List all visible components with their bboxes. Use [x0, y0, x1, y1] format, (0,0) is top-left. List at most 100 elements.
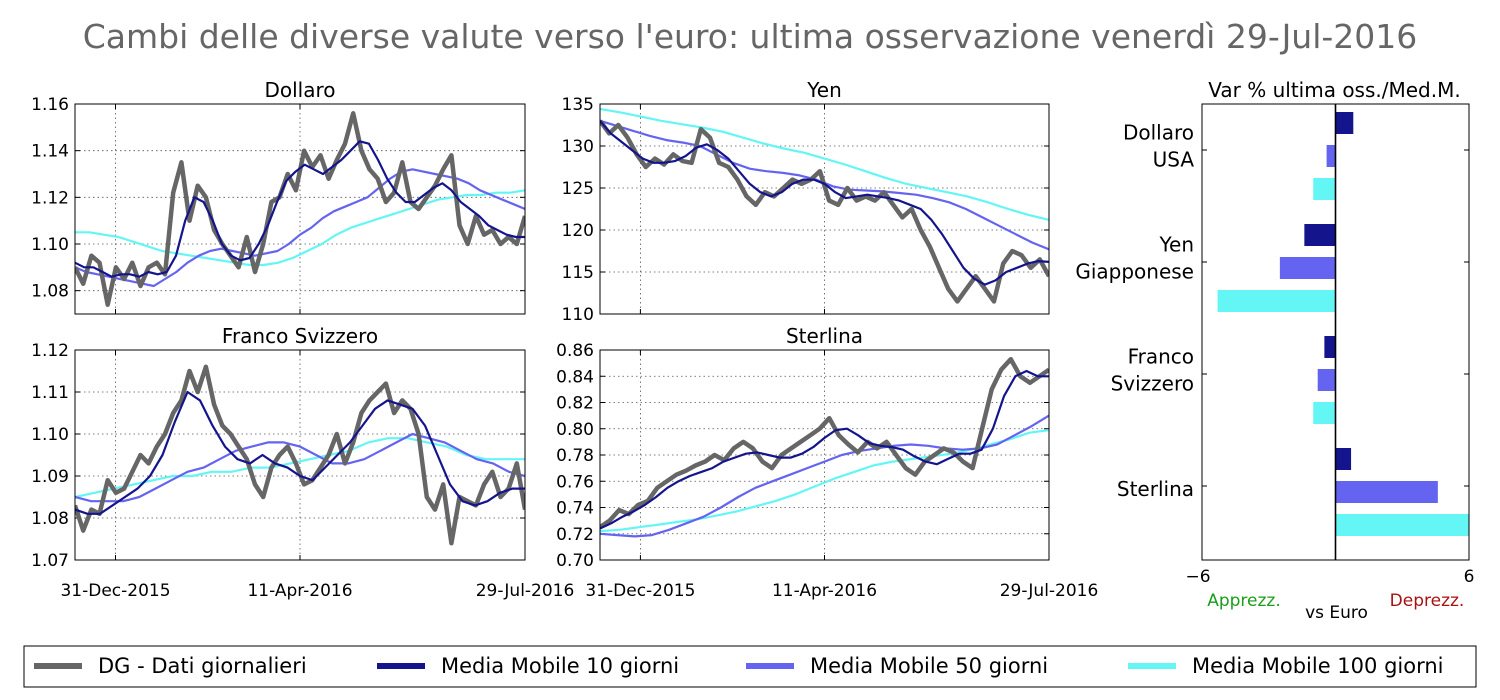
y-tick-label: 115 — [562, 263, 594, 283]
y-tick-label: 0.80 — [556, 420, 594, 440]
legend-label: Media Mobile 50 giorni — [810, 654, 1048, 678]
panel-title: Dollaro — [264, 78, 335, 102]
y-tick-label: 1.16 — [31, 95, 69, 115]
bar — [1335, 112, 1354, 134]
bar — [1324, 336, 1336, 358]
y-tick-label: 130 — [562, 137, 594, 157]
y-tick-label: 0.70 — [556, 551, 594, 571]
series-group — [600, 356, 1049, 538]
series-line-ma10 — [600, 369, 1049, 530]
series-line-ma100 — [75, 189, 525, 267]
panel-3: Franco Svizzero 1.07 1.08 1.09 1.10 1.11 1.12 3… — [31, 324, 574, 601]
bar-group-label: Yen — [1158, 233, 1194, 257]
panel-4: Sterlina 0.70 0.72 0.74 0.76 0.78 0.80 0.82 0.84… — [556, 324, 1098, 601]
bar-group: Yen Giapponese — [1075, 224, 1469, 312]
x-tick-label: −6 — [1185, 567, 1210, 587]
legend-item-daily: DG - Dati giornalieri — [34, 654, 307, 678]
series-line-ma100 — [75, 437, 525, 499]
bar-group-label: Dollaro — [1123, 121, 1194, 145]
bar — [1217, 290, 1336, 312]
bar — [1279, 257, 1336, 279]
bar-group-label: Franco — [1128, 345, 1194, 369]
series-line-ma10 — [75, 390, 525, 515]
legend-label: Media Mobile 10 giorni — [441, 654, 679, 678]
y-tick-label: 1.11 — [31, 383, 69, 403]
chart-title: Cambi delle diverse valute verso l'euro:… — [83, 17, 1418, 56]
series-line-ma50 — [600, 414, 1049, 538]
y-tick-label: 1.14 — [31, 142, 69, 162]
panel-frame — [599, 103, 1050, 315]
bar — [1335, 481, 1438, 503]
bar-group-label: USA — [1153, 148, 1195, 172]
y-tick-label: 0.78 — [556, 446, 594, 466]
y-tick-label: 1.07 — [31, 551, 69, 571]
bar-group-label: Sterlina — [1117, 477, 1194, 501]
bar-group-label: Svizzero — [1111, 372, 1194, 396]
series-line-ma10 — [600, 120, 1049, 286]
bar-panel-frame — [1201, 103, 1470, 561]
legend-label: Media Mobile 100 giorni — [1192, 654, 1444, 678]
note-apprezz: Apprezz. — [1207, 591, 1281, 611]
x-tick-label: 29-Jul-2016 — [1000, 581, 1099, 601]
panel-frame — [74, 349, 526, 561]
panel-title: Sterlina — [786, 324, 863, 348]
bar — [1313, 178, 1336, 200]
legend-label: DG - Dati giornalieri — [98, 654, 307, 678]
y-tick-label: 1.12 — [31, 188, 69, 208]
series-group — [75, 364, 525, 546]
bar — [1317, 369, 1336, 391]
series-line-daily — [600, 119, 1049, 304]
legend-item-ma10: Media Mobile 10 giorni — [377, 654, 679, 678]
series-group — [75, 111, 525, 307]
x-tick-label: 6 — [1464, 567, 1475, 587]
y-tick-label: 1.12 — [31, 341, 69, 361]
y-tick-label: 120 — [562, 221, 594, 241]
y-tick-label: 1.10 — [31, 235, 69, 255]
y-tick-label: 110 — [562, 305, 594, 325]
panel-1: Dollaro 1.08 1.10 1.12 1.14 1.16 — [31, 78, 526, 315]
panel-title: Franco Svizzero — [222, 324, 378, 348]
y-tick-label: 135 — [562, 95, 594, 115]
series-line-daily — [75, 111, 525, 307]
x-tick-label: 31-Dec-2015 — [585, 581, 695, 601]
y-tick-label: 1.09 — [31, 467, 69, 487]
panel-frame — [74, 103, 526, 315]
x-tick-label: 31-Dec-2015 — [60, 581, 170, 601]
y-tick-label: 0.76 — [556, 472, 594, 492]
series-line-ma50 — [75, 168, 525, 288]
y-tick-label: 0.86 — [556, 341, 594, 361]
series-line-ma100 — [600, 107, 1049, 221]
bar-group-label: Giapponese — [1075, 260, 1194, 284]
x-tick-label: 11-Apr-2016 — [247, 581, 352, 601]
x-tick-label: 29-Jul-2016 — [476, 581, 575, 601]
x-tick-label: 11-Apr-2016 — [772, 581, 877, 601]
y-tick-label: 1.10 — [31, 425, 69, 445]
bar-group: Dollaro USA — [1123, 112, 1469, 200]
y-tick-label: 0.72 — [556, 525, 594, 545]
legend-item-ma50: Media Mobile 50 giorni — [746, 654, 1048, 678]
bar — [1335, 448, 1352, 470]
bar — [1326, 145, 1336, 167]
bar — [1304, 224, 1336, 246]
bar — [1335, 514, 1469, 536]
y-tick-label: 1.08 — [31, 509, 69, 529]
panel-frame — [599, 349, 1050, 561]
series-line-daily — [75, 364, 525, 546]
bar — [1313, 402, 1336, 424]
y-tick-label: 0.82 — [556, 394, 594, 414]
panel-title: Yen — [806, 78, 842, 102]
panel-2: Yen 110 115 120 125 130 135 — [562, 78, 1050, 325]
note-deprezz: Deprezz. — [1390, 591, 1465, 611]
bar-group: Sterlina — [1117, 448, 1469, 536]
y-tick-label: 125 — [562, 179, 594, 199]
y-tick-label: 0.74 — [556, 499, 594, 519]
x-axis-label: vs Euro — [1305, 603, 1368, 623]
series-group — [600, 107, 1049, 304]
legend-item-ma100: Media Mobile 100 giorni — [1128, 654, 1444, 678]
series-line-ma50 — [75, 432, 525, 503]
bar-group: Franco Svizzero — [1111, 336, 1469, 424]
series-line-daily — [600, 356, 1049, 530]
bar-panel-title: Var % ultima oss./Med.M. — [1208, 78, 1460, 102]
